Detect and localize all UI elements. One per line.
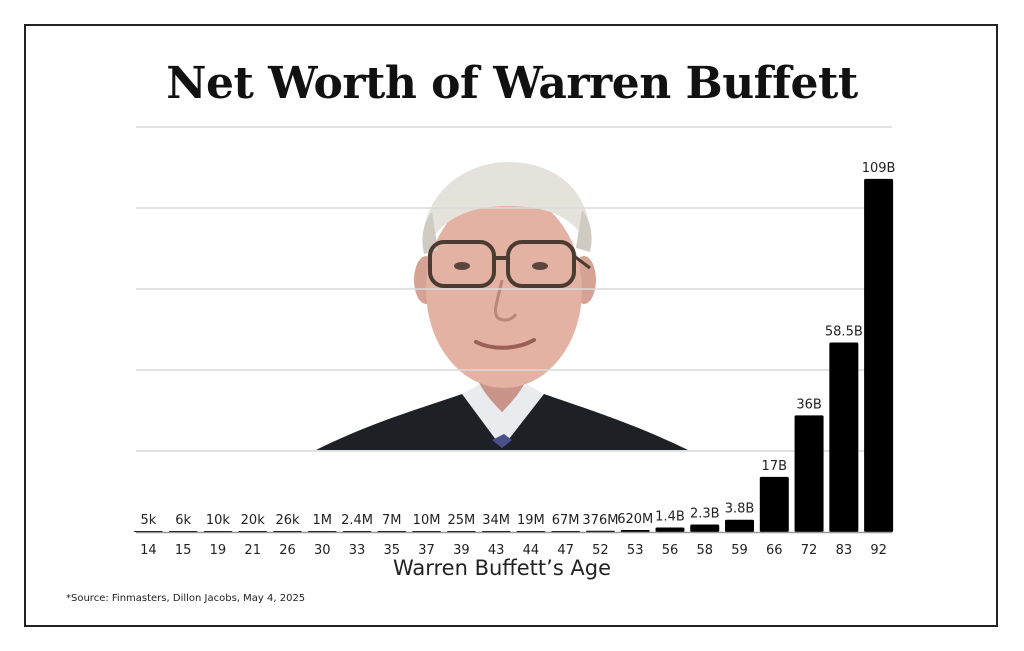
x-tick-label: 30 bbox=[314, 543, 331, 558]
value-label: 25M bbox=[447, 513, 475, 528]
x-tick-label: 44 bbox=[523, 543, 540, 558]
x-tick-label: 21 bbox=[244, 543, 261, 558]
x-tick-label: 72 bbox=[801, 543, 818, 558]
value-label: 20k bbox=[241, 513, 266, 528]
value-label: 34M bbox=[482, 513, 510, 528]
value-label: 10k bbox=[206, 513, 231, 528]
x-tick-label: 92 bbox=[870, 543, 887, 558]
bar bbox=[864, 178, 894, 532]
x-tick-label: 26 bbox=[279, 543, 296, 558]
x-tick-label: 33 bbox=[349, 543, 366, 558]
value-label: 2.4M bbox=[341, 513, 373, 528]
x-tick-label: 58 bbox=[696, 543, 713, 558]
value-label: 58.5B bbox=[825, 324, 863, 339]
value-label: 109B bbox=[862, 161, 896, 176]
x-tick-label: 37 bbox=[418, 543, 435, 558]
bar bbox=[759, 476, 789, 532]
x-tick-labels: 14 15 19 21 26 30 33 35 37 39 43 44 47 52 53 56 58 59 66 72… bbox=[140, 543, 887, 558]
x-tick-label: 35 bbox=[384, 543, 401, 558]
x-tick-label: 14 bbox=[140, 543, 157, 558]
x-tick-label: 53 bbox=[627, 543, 644, 558]
value-label: 6k bbox=[175, 513, 191, 528]
x-tick-label: 83 bbox=[836, 543, 853, 558]
x-tick-label: 47 bbox=[557, 543, 574, 558]
bar bbox=[620, 529, 650, 532]
value-label: 19M bbox=[517, 513, 545, 528]
x-axis-label: Warren Buffett’s Age bbox=[392, 556, 612, 580]
bar bbox=[655, 527, 685, 532]
value-label: 3.8B bbox=[725, 502, 755, 517]
bar bbox=[690, 524, 720, 532]
value-label: 620M bbox=[617, 512, 653, 527]
chart-title: Net Worth of Warren Buffett bbox=[166, 58, 858, 109]
grid-lines bbox=[136, 126, 892, 452]
value-labels: 5k 6k 10k 20k 26k 1M 2.4M 7M 10M 25M 34M 19M 67M 376M… bbox=[140, 161, 895, 528]
value-label: 7M bbox=[382, 513, 402, 528]
x-tick-label: 66 bbox=[766, 543, 783, 558]
source-note: *Source: Finmasters, Dillon Jacobs, May … bbox=[66, 593, 306, 604]
value-label: 1.4B bbox=[655, 509, 685, 524]
bar bbox=[829, 342, 859, 532]
value-label: 67M bbox=[552, 513, 580, 528]
x-tick-label: 43 bbox=[488, 543, 505, 558]
x-tick-label: 15 bbox=[175, 543, 192, 558]
x-tick-label: 52 bbox=[592, 543, 609, 558]
x-tick-label: 39 bbox=[453, 543, 470, 558]
bar bbox=[585, 530, 615, 532]
bars bbox=[133, 178, 894, 532]
value-label: 2.3B bbox=[690, 507, 720, 522]
x-tick-label: 59 bbox=[731, 543, 748, 558]
x-tick-label: 56 bbox=[662, 543, 679, 558]
bar bbox=[725, 519, 755, 532]
value-label: 36B bbox=[796, 397, 821, 412]
value-label: 17B bbox=[762, 459, 787, 474]
value-label: 10M bbox=[413, 513, 441, 528]
value-label: 1M bbox=[313, 513, 333, 528]
value-label: 5k bbox=[140, 513, 156, 528]
value-label: 26k bbox=[275, 513, 300, 528]
value-label: 376M bbox=[582, 513, 618, 528]
bar bbox=[794, 415, 824, 532]
x-tick-label: 19 bbox=[210, 543, 227, 558]
